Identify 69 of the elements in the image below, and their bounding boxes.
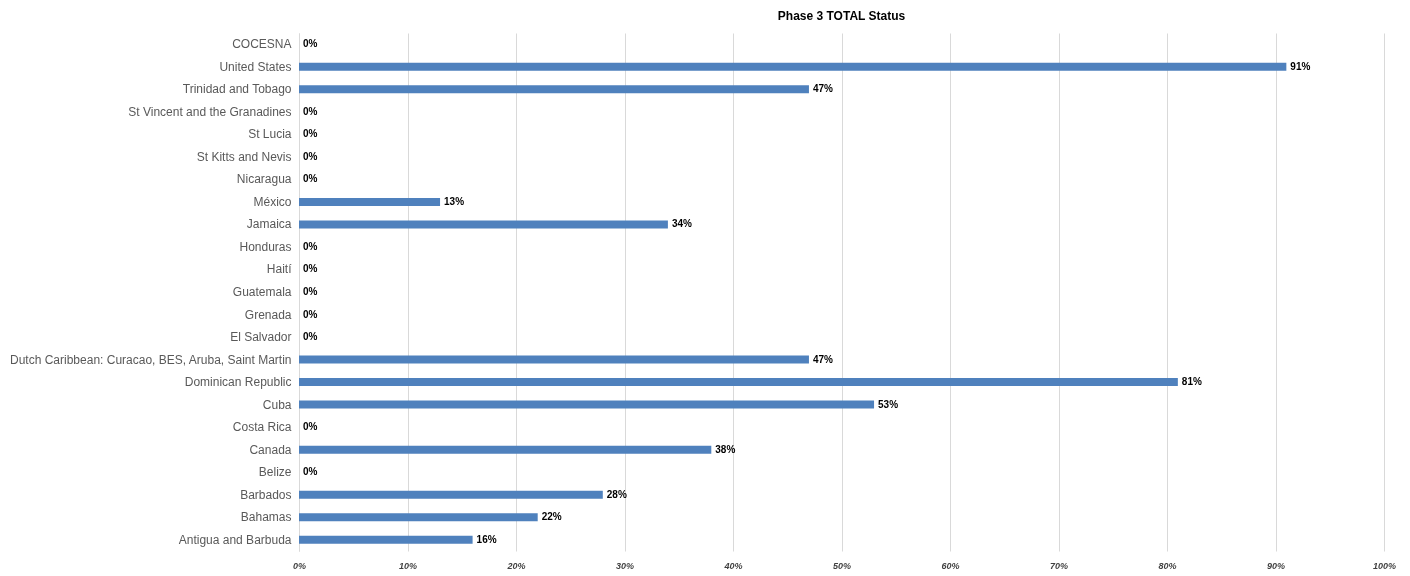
data-label: 0% xyxy=(303,308,318,320)
y-tick-label: Haití xyxy=(266,262,293,277)
y-tick-label: Costa Rica xyxy=(232,420,292,435)
y-tick-label: México xyxy=(253,194,292,209)
y-tick-label: COCESNA xyxy=(232,37,292,52)
y-tick-label: Nicaragua xyxy=(236,172,292,187)
data-label: 34% xyxy=(671,218,693,230)
x-tick-label: 40% xyxy=(723,560,743,571)
data-label: 53% xyxy=(878,398,899,410)
y-tick-label: Canada xyxy=(249,442,292,457)
y-tick-label: St Vincent and the Granadines xyxy=(128,104,292,119)
data-label: 0% xyxy=(303,286,318,297)
y-tick-label: St Lucia xyxy=(248,127,292,142)
y-tick-label: Grenada xyxy=(244,307,292,322)
data-label: 0% xyxy=(303,240,318,252)
bar xyxy=(299,197,441,206)
x-tick-label: 10% xyxy=(398,560,418,571)
y-tick-label: Cuba xyxy=(262,397,292,412)
x-tick-label: 100% xyxy=(1372,560,1397,571)
y-tick-label: Trinidad and Tobago xyxy=(182,82,292,97)
bar xyxy=(299,535,473,544)
y-tick-label: Honduras xyxy=(239,239,292,254)
data-label: 13% xyxy=(444,195,465,207)
y-tick-label: Jamaica xyxy=(246,217,292,232)
y-tick-label: Antigua and Barbuda xyxy=(178,532,292,547)
y-tick-label: Dutch Caribbean: Curacao, BES, Aruba, Saint Martin xyxy=(10,352,292,367)
y-tick-label: Guatemala xyxy=(232,285,292,299)
data-label: 47% xyxy=(812,83,834,95)
x-tick-label: 80% xyxy=(1158,560,1177,571)
data-label: 28% xyxy=(606,488,627,500)
bar xyxy=(299,355,809,364)
bar xyxy=(299,400,875,409)
bar xyxy=(299,513,538,522)
bar xyxy=(299,62,1287,71)
x-tick-label: 20% xyxy=(506,560,526,571)
y-tick-label: United States xyxy=(219,59,292,74)
data-label: 0% xyxy=(303,421,318,433)
x-tick-label: 0% xyxy=(292,560,307,571)
bar xyxy=(299,490,603,499)
x-tick-label: 30% xyxy=(615,560,635,571)
data-label: 0% xyxy=(303,105,318,117)
data-label: 0% xyxy=(303,263,318,275)
y-tick-label: St Kitts and Nevis xyxy=(196,149,292,164)
bar xyxy=(299,445,712,454)
x-tick-label: 70% xyxy=(1049,560,1069,571)
x-tick-label: 50% xyxy=(832,560,852,571)
data-label: 0% xyxy=(303,173,318,185)
data-label: 16% xyxy=(476,533,497,545)
data-label: 22% xyxy=(541,511,562,523)
x-tick-label: 90% xyxy=(1266,560,1286,571)
data-label: 0% xyxy=(303,38,318,50)
data-label: 81% xyxy=(1181,376,1202,388)
y-tick-label: Barbados xyxy=(240,487,292,502)
data-label: 0% xyxy=(303,331,318,343)
bar xyxy=(299,85,809,94)
bar xyxy=(299,220,668,229)
data-label: 47% xyxy=(812,353,834,365)
data-label: 0% xyxy=(303,150,318,162)
data-label: 0% xyxy=(303,466,318,478)
data-label: 0% xyxy=(303,128,318,140)
y-tick-label: El Salvador xyxy=(230,330,292,345)
chart-title: Phase 3 TOTAL Status xyxy=(777,9,906,23)
bar xyxy=(299,378,1178,387)
x-tick-label: 60% xyxy=(941,560,960,571)
y-tick-label: Belize xyxy=(258,465,292,480)
y-tick-label: Bahamas xyxy=(240,510,292,525)
y-tick-label: Dominican Republic xyxy=(184,375,292,390)
data-label: 38% xyxy=(715,443,736,455)
data-label: 91% xyxy=(1290,60,1311,72)
